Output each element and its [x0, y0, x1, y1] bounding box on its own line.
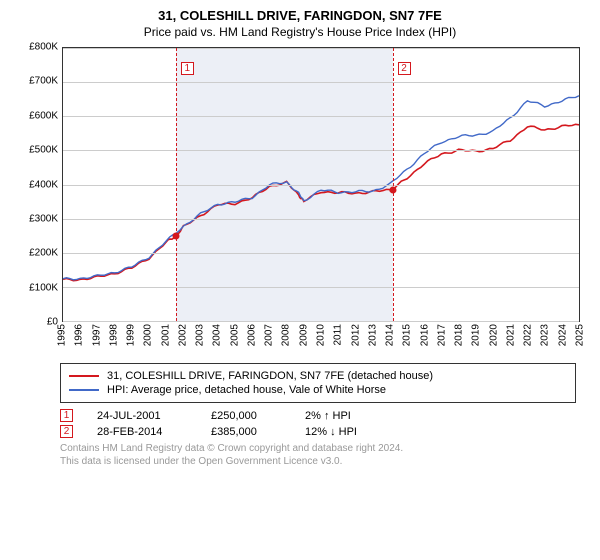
event-row: 1 24-JUL-2001 £250,000 2% ↑ HPI: [60, 409, 576, 422]
footer-line2: This data is licensed under the Open Gov…: [60, 455, 576, 468]
footer: Contains HM Land Registry data © Crown c…: [60, 442, 576, 468]
event-marker-box: 2: [398, 62, 411, 75]
x-tick-label: 1997: [91, 324, 102, 346]
event-price: £250,000: [211, 410, 281, 422]
chart-subtitle: Price paid vs. HM Land Registry's House …: [10, 25, 590, 39]
x-axis: 1995199619971998199920002001200220032004…: [62, 322, 580, 357]
gridline: [63, 48, 579, 49]
x-tick-label: 2013: [367, 324, 378, 346]
event-marker: 2: [60, 425, 73, 438]
y-tick-label: £500K: [29, 145, 58, 156]
y-tick-label: £600K: [29, 110, 58, 121]
x-tick-label: 2009: [298, 324, 309, 346]
gridline: [63, 185, 579, 186]
event-price: £385,000: [211, 426, 281, 438]
x-tick-label: 2010: [316, 324, 327, 346]
legend-label: HPI: Average price, detached house, Vale…: [107, 384, 386, 396]
plot-area: 12: [62, 47, 580, 322]
x-tick-label: 2020: [488, 324, 499, 346]
x-tick-label: 2000: [143, 324, 154, 346]
x-tick-label: 2022: [523, 324, 534, 346]
gridline: [63, 150, 579, 151]
x-tick-label: 2007: [264, 324, 275, 346]
gridline: [63, 116, 579, 117]
x-tick-label: 2016: [419, 324, 430, 346]
event-vline: [393, 48, 394, 321]
legend: 31, COLESHILL DRIVE, FARINGDON, SN7 7FE …: [60, 363, 576, 403]
x-tick-label: 2002: [177, 324, 188, 346]
y-tick-label: £100K: [29, 282, 58, 293]
event-marker-box: 1: [181, 62, 194, 75]
event-vline: [176, 48, 177, 321]
x-tick-label: 2017: [436, 324, 447, 346]
event-dot: [389, 186, 396, 193]
x-tick-label: 2001: [160, 324, 171, 346]
event-dot: [172, 232, 179, 239]
legend-row: HPI: Average price, detached house, Vale…: [69, 384, 567, 396]
x-tick-label: 2019: [471, 324, 482, 346]
chart-title: 31, COLESHILL DRIVE, FARINGDON, SN7 7FE: [10, 8, 590, 23]
x-tick-label: 2015: [402, 324, 413, 346]
x-tick-label: 2006: [246, 324, 257, 346]
legend-row: 31, COLESHILL DRIVE, FARINGDON, SN7 7FE …: [69, 370, 567, 382]
footer-line1: Contains HM Land Registry data © Crown c…: [60, 442, 576, 455]
legend-swatch: [69, 389, 99, 391]
x-tick-label: 2004: [212, 324, 223, 346]
x-tick-label: 2003: [195, 324, 206, 346]
x-tick-label: 1996: [74, 324, 85, 346]
x-tick-label: 2021: [505, 324, 516, 346]
x-tick-label: 2008: [281, 324, 292, 346]
event-date: 24-JUL-2001: [97, 410, 187, 422]
event-pct: 2% ↑ HPI: [305, 410, 385, 422]
x-tick-label: 2018: [454, 324, 465, 346]
event-pct: 12% ↓ HPI: [305, 426, 385, 438]
event-marker: 1: [60, 409, 73, 422]
x-tick-label: 1998: [108, 324, 119, 346]
x-tick-label: 2012: [350, 324, 361, 346]
x-tick-label: 2023: [540, 324, 551, 346]
legend-label: 31, COLESHILL DRIVE, FARINGDON, SN7 7FE …: [107, 370, 433, 382]
x-tick-label: 2024: [557, 324, 568, 346]
x-tick-label: 2014: [385, 324, 396, 346]
event-date: 28-FEB-2014: [97, 426, 187, 438]
event-list: 1 24-JUL-2001 £250,000 2% ↑ HPI 2 28-FEB-2014…: [60, 409, 576, 438]
gridline: [63, 253, 579, 254]
legend-swatch: [69, 375, 99, 377]
x-tick-label: 2011: [333, 324, 344, 346]
y-tick-label: £800K: [29, 42, 58, 53]
gridline: [63, 219, 579, 220]
gridline: [63, 287, 579, 288]
x-tick-label: 1995: [57, 324, 68, 346]
event-row: 2 28-FEB-2014 £385,000 12% ↓ HPI: [60, 425, 576, 438]
y-tick-label: £400K: [29, 179, 58, 190]
gridline: [63, 82, 579, 83]
series-line-property: [63, 124, 579, 280]
x-tick-label: 2025: [575, 324, 586, 346]
chart-area: £0£100K£200K£300K£400K£500K£600K£700K£80…: [20, 47, 580, 357]
y-tick-label: £700K: [29, 76, 58, 87]
y-tick-label: £300K: [29, 213, 58, 224]
y-axis: £0£100K£200K£300K£400K£500K£600K£700K£80…: [20, 47, 60, 322]
y-tick-label: £200K: [29, 248, 58, 259]
x-tick-label: 2005: [229, 324, 240, 346]
x-tick-label: 1999: [126, 324, 137, 346]
